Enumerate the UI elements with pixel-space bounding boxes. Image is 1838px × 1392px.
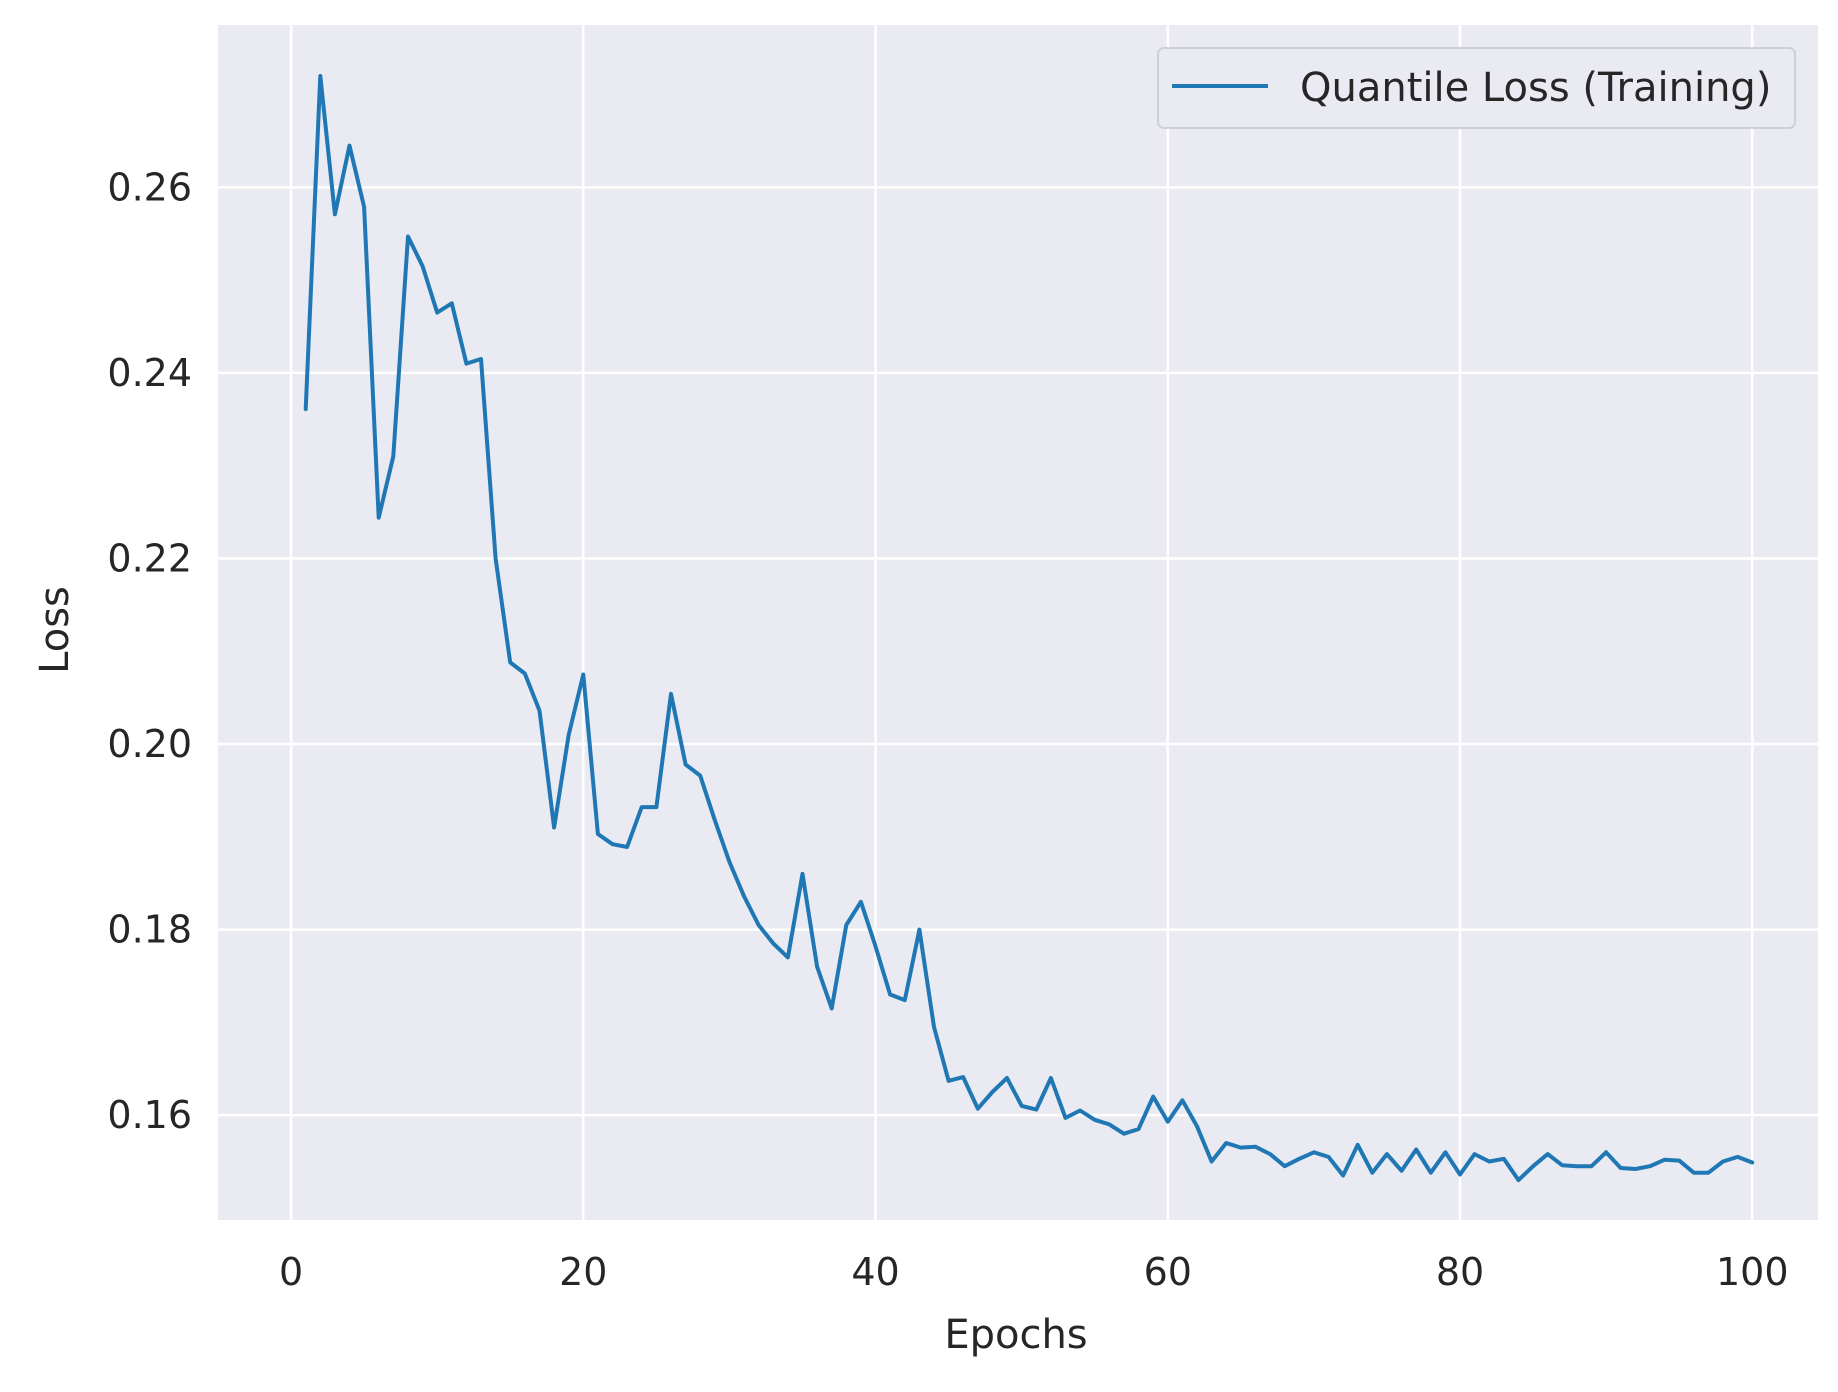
plot-area	[218, 25, 1818, 1220]
x-tick-label: 60	[1144, 1250, 1192, 1294]
x-axis-label: Epochs	[944, 1312, 1087, 1358]
y-axis-label: Loss	[32, 586, 78, 674]
legend-box	[1157, 47, 1796, 129]
series-line-quantile-loss	[303, 74, 1755, 1183]
y-tick-label: 0.22	[107, 536, 192, 580]
x-axis-ticks: 0 20 40 60 80 100	[279, 1250, 1789, 1294]
y-tick-label: 0.20	[107, 722, 192, 766]
y-tick-label: 0.18	[107, 908, 192, 952]
y-tick-label: 0.26	[107, 165, 192, 209]
legend: Quantile Loss (Training)	[1157, 47, 1796, 129]
series-layer	[303, 74, 1755, 1183]
x-tick-label: 80	[1436, 1250, 1484, 1294]
y-axis-ticks: 0.16 0.18 0.20 0.22 0.24 0.26	[107, 165, 192, 1137]
y-tick-label: 0.16	[107, 1093, 192, 1137]
grid-lines	[218, 25, 1818, 1220]
x-tick-label: 40	[851, 1250, 899, 1294]
x-tick-label: 20	[559, 1250, 607, 1294]
x-tick-label: 0	[279, 1250, 303, 1294]
y-tick-label: 0.24	[107, 351, 192, 395]
x-tick-label: 100	[1716, 1250, 1789, 1294]
legend-label-quantile-loss: Quantile Loss (Training)	[1300, 65, 1771, 111]
